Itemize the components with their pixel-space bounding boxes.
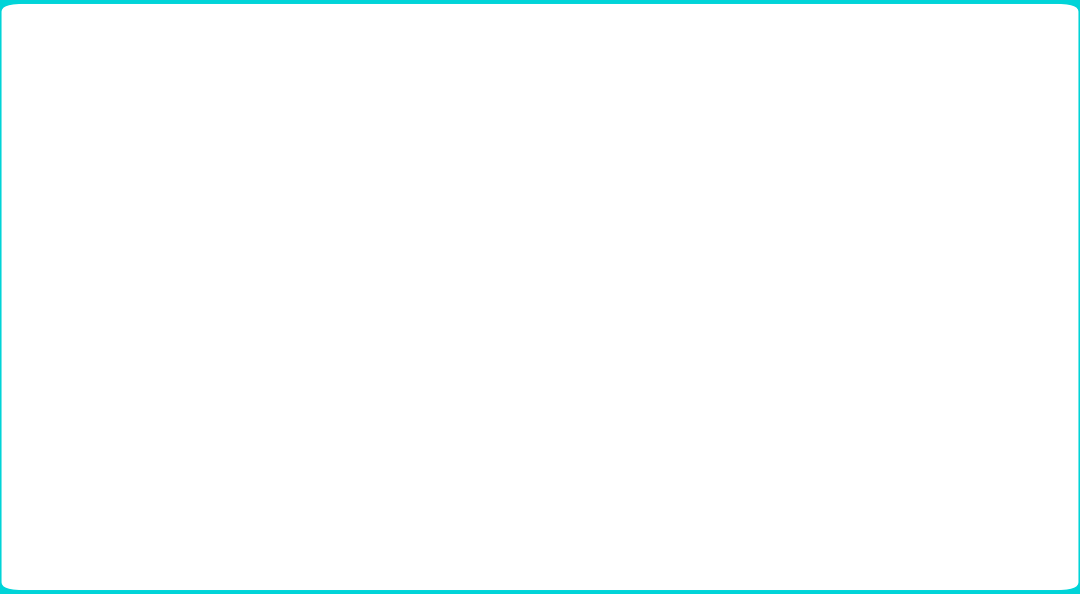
Polygon shape bbox=[180, 353, 194, 363]
Text: Compute
SoC #1: Compute SoC #1 bbox=[531, 141, 584, 164]
Bar bbox=[697, 202, 712, 204]
Text: Ethernet
to PCIe
Bridge: Ethernet to PCIe Bridge bbox=[153, 465, 202, 500]
Polygon shape bbox=[690, 185, 718, 202]
Bar bbox=[170, 274, 772, 323]
Polygon shape bbox=[241, 191, 258, 204]
Bar bbox=[558, 202, 572, 204]
Bar bbox=[311, 446, 381, 525]
Polygon shape bbox=[416, 185, 446, 202]
Bar bbox=[354, 363, 359, 441]
Bar bbox=[186, 363, 189, 441]
Bar bbox=[538, 202, 553, 204]
Bar bbox=[332, 367, 343, 446]
Bar bbox=[148, 120, 212, 185]
Bar bbox=[843, 297, 868, 317]
Bar bbox=[143, 204, 819, 353]
Bar bbox=[500, 367, 512, 446]
Polygon shape bbox=[157, 353, 180, 367]
Bar bbox=[143, 446, 212, 525]
Bar bbox=[720, 185, 729, 191]
Text: Ethernet
to PCIe
Bridge: Ethernet to PCIe Bridge bbox=[490, 465, 540, 500]
Polygon shape bbox=[670, 185, 700, 202]
Bar bbox=[677, 202, 692, 204]
Polygon shape bbox=[551, 185, 580, 202]
Bar bbox=[843, 232, 868, 252]
Bar bbox=[354, 358, 359, 435]
Polygon shape bbox=[518, 353, 532, 363]
Polygon shape bbox=[325, 353, 349, 367]
Text: PCIe® features of VSP, NTB, MC enable a flexible, modular, secure
communication : PCIe® features of VSP, NTB, MC enable a … bbox=[63, 78, 537, 110]
Bar bbox=[227, 120, 292, 185]
Text: Debug
Port: Debug Port bbox=[161, 141, 199, 164]
Bar bbox=[670, 353, 681, 432]
Bar bbox=[245, 185, 254, 191]
Bar bbox=[692, 363, 696, 441]
Text: Compute
SoC #2: Compute SoC #2 bbox=[670, 141, 723, 164]
Polygon shape bbox=[687, 435, 701, 446]
Bar bbox=[423, 202, 438, 204]
Text: Local Storage: Local Storage bbox=[875, 302, 951, 312]
Text: PCIe Switch: PCIe Switch bbox=[148, 208, 201, 217]
Text: Ethernet
to PCIe
Bridge: Ethernet to PCIe Bridge bbox=[322, 465, 370, 500]
Polygon shape bbox=[687, 353, 701, 363]
Bar bbox=[649, 446, 719, 525]
Polygon shape bbox=[495, 353, 518, 367]
Bar bbox=[525, 120, 590, 185]
Bar bbox=[150, 244, 810, 342]
Bar bbox=[178, 284, 764, 314]
Bar bbox=[332, 353, 343, 432]
Polygon shape bbox=[180, 435, 194, 446]
Bar bbox=[161, 266, 782, 333]
Text: NVMe
SSD: NVMe SSD bbox=[242, 141, 276, 164]
Text: Ethernet
to PCIe
Bridge: Ethernet to PCIe Bridge bbox=[660, 465, 708, 500]
Bar bbox=[523, 358, 527, 435]
Bar bbox=[670, 367, 681, 446]
Polygon shape bbox=[577, 191, 594, 204]
Polygon shape bbox=[518, 435, 532, 446]
Bar bbox=[664, 120, 729, 185]
Bar bbox=[843, 330, 868, 350]
Polygon shape bbox=[325, 432, 349, 446]
Polygon shape bbox=[254, 185, 281, 202]
Bar bbox=[162, 353, 174, 432]
Bar bbox=[523, 363, 527, 441]
Bar bbox=[186, 358, 189, 435]
Bar bbox=[162, 367, 174, 446]
Text: Sensor Traffic: Sensor Traffic bbox=[875, 270, 950, 280]
Text: Safety/Management: Safety/Management bbox=[875, 237, 988, 247]
Polygon shape bbox=[715, 191, 733, 204]
Bar bbox=[260, 202, 274, 204]
Polygon shape bbox=[157, 432, 180, 446]
Bar bbox=[581, 185, 590, 191]
Bar bbox=[843, 264, 868, 285]
Polygon shape bbox=[349, 353, 363, 363]
Bar bbox=[692, 358, 696, 435]
Bar bbox=[481, 446, 550, 525]
Text: Inter-processor: Inter-processor bbox=[875, 335, 958, 345]
Polygon shape bbox=[663, 353, 687, 367]
Text: Inter-Processor Connectivity Use Case: Inter-Processor Connectivity Use Case bbox=[63, 41, 632, 67]
Bar bbox=[391, 120, 456, 185]
Polygon shape bbox=[663, 432, 687, 446]
Text: Safety
MCU: Safety MCU bbox=[404, 141, 443, 164]
Bar bbox=[500, 353, 512, 432]
Polygon shape bbox=[495, 432, 518, 446]
Polygon shape bbox=[407, 185, 422, 190]
Polygon shape bbox=[531, 185, 559, 202]
Polygon shape bbox=[349, 435, 363, 446]
